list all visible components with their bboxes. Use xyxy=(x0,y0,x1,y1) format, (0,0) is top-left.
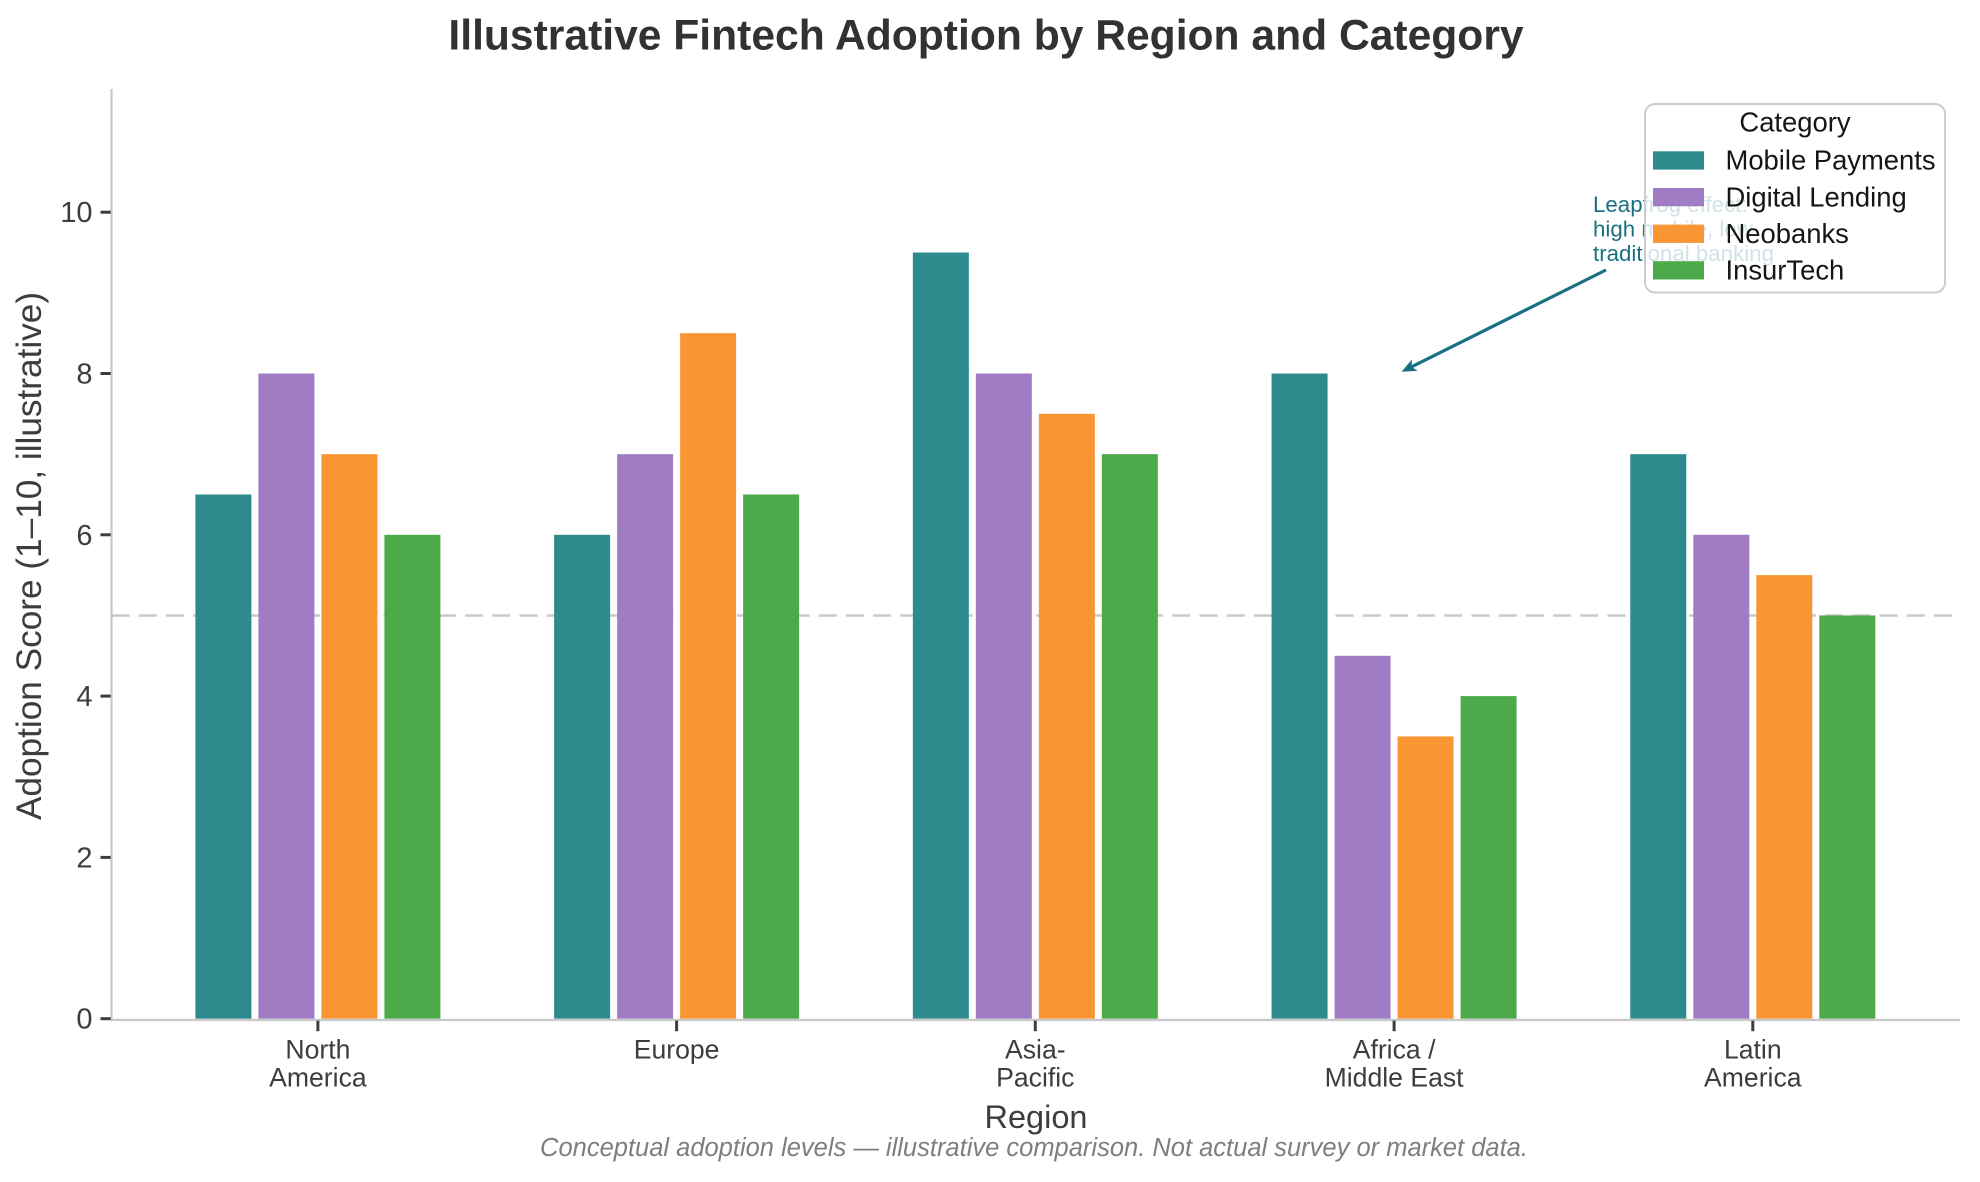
svg-text:America: America xyxy=(269,1062,367,1092)
svg-text:Digital Lending: Digital Lending xyxy=(1726,181,1907,212)
svg-text:Category: Category xyxy=(1739,107,1850,138)
svg-text:InsurTech: InsurTech xyxy=(1726,255,1845,286)
svg-text:Conceptual adoption levels — i: Conceptual adoption levels — illustrativ… xyxy=(540,1134,1528,1162)
svg-text:4: 4 xyxy=(76,681,92,713)
svg-text:North: North xyxy=(285,1034,350,1064)
svg-text:Region: Region xyxy=(985,1099,1088,1135)
svg-text:Africa /: Africa / xyxy=(1353,1034,1436,1064)
svg-text:Asia-: Asia- xyxy=(1005,1034,1066,1064)
svg-text:Europe: Europe xyxy=(634,1034,720,1064)
svg-text:Pacific: Pacific xyxy=(996,1062,1074,1092)
svg-text:2: 2 xyxy=(76,842,92,874)
svg-text:Mobile Payments: Mobile Payments xyxy=(1726,145,1936,176)
svg-text:Middle East: Middle East xyxy=(1325,1062,1465,1092)
svg-text:Illustrative Fintech Adoption: Illustrative Fintech Adoption by Region … xyxy=(448,12,1523,60)
svg-text:Neobanks: Neobanks xyxy=(1726,218,1849,249)
svg-text:Latin: Latin xyxy=(1724,1034,1782,1064)
svg-text:America: America xyxy=(1704,1062,1802,1092)
svg-text:6: 6 xyxy=(76,520,92,552)
svg-text:8: 8 xyxy=(76,359,92,391)
svg-text:0: 0 xyxy=(76,1004,92,1036)
svg-text:Adoption Score (1–10, illustra: Adoption Score (1–10, illustrative) xyxy=(10,292,49,820)
svg-text:10: 10 xyxy=(60,197,92,229)
